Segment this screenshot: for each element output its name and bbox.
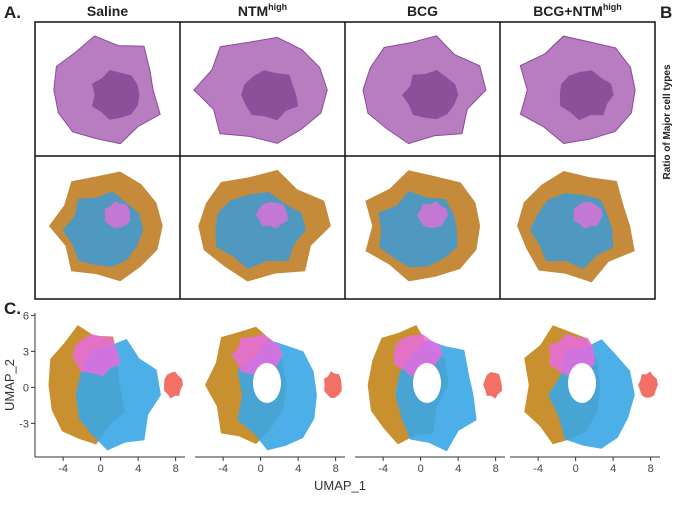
x-tick-label: 0 (418, 463, 424, 475)
column-title-main: Saline (87, 3, 128, 19)
umap-hole (413, 363, 441, 403)
column-title-superscript: high (603, 2, 622, 12)
panel-c-label: C. (4, 299, 21, 318)
panel-a-frame (34, 21, 656, 300)
x-tick-label: 8 (648, 463, 654, 475)
x-tick-label: -4 (218, 463, 228, 475)
column-title-main: NTM (238, 3, 268, 19)
y-tick-label: 3 (23, 346, 29, 358)
umap-cloud-coral (638, 371, 658, 398)
column-title-main: BCG (407, 3, 438, 19)
x-tick-label: 8 (173, 463, 179, 475)
y-tick-label: 0 (23, 382, 29, 394)
y-tick-label: -3 (19, 418, 29, 430)
x-tick-label: 8 (493, 463, 499, 475)
column-title: Saline (87, 3, 128, 19)
x-tick-label: 0 (98, 463, 104, 475)
panel-b-ylabel: Ratio of Major cell types (662, 64, 673, 179)
y-tick-label: 6 (23, 310, 29, 322)
spatial-map-pink (573, 202, 603, 229)
spatial-map-pink (255, 202, 288, 229)
histology-dense (402, 70, 459, 120)
column-title: BCG (407, 3, 438, 19)
umap-cloud-coral (164, 371, 183, 399)
x-tick-label: -4 (378, 463, 388, 475)
panel-b-label: B (660, 3, 672, 22)
spatial-map-pink (416, 201, 449, 228)
umap-cloud-pink (72, 334, 121, 377)
umap-hole (568, 363, 596, 403)
x-tick-label: -4 (58, 463, 68, 475)
spatial-map-pink (104, 201, 131, 228)
histology-dense (559, 70, 614, 121)
x-tick-label: 0 (573, 463, 579, 475)
x-tick-label: 8 (333, 463, 339, 475)
column-title: BCG+NTMhigh (533, 2, 622, 19)
histology-dense (241, 70, 299, 121)
x-tick-label: 4 (610, 463, 616, 475)
x-tick-label: 4 (135, 463, 141, 475)
column-title-superscript: high (268, 2, 287, 12)
umap-ylabel: UMAP_2 (2, 359, 17, 411)
column-title-main: BCG+NTM (533, 3, 603, 19)
umap-hole (253, 363, 281, 403)
histology-dense (91, 70, 140, 120)
umap-xlabel: UMAP_1 (314, 478, 366, 493)
x-tick-label: 0 (258, 463, 264, 475)
panel-a-label: A. (4, 3, 21, 22)
x-tick-label: 4 (455, 463, 461, 475)
illustrations (48, 22, 658, 452)
x-tick-label: -4 (533, 463, 543, 475)
umap-cloud-coral (483, 372, 502, 399)
x-tick-label: 4 (295, 463, 301, 475)
umap-cloud-coral (324, 371, 342, 398)
column-title: NTMhigh (238, 2, 287, 19)
